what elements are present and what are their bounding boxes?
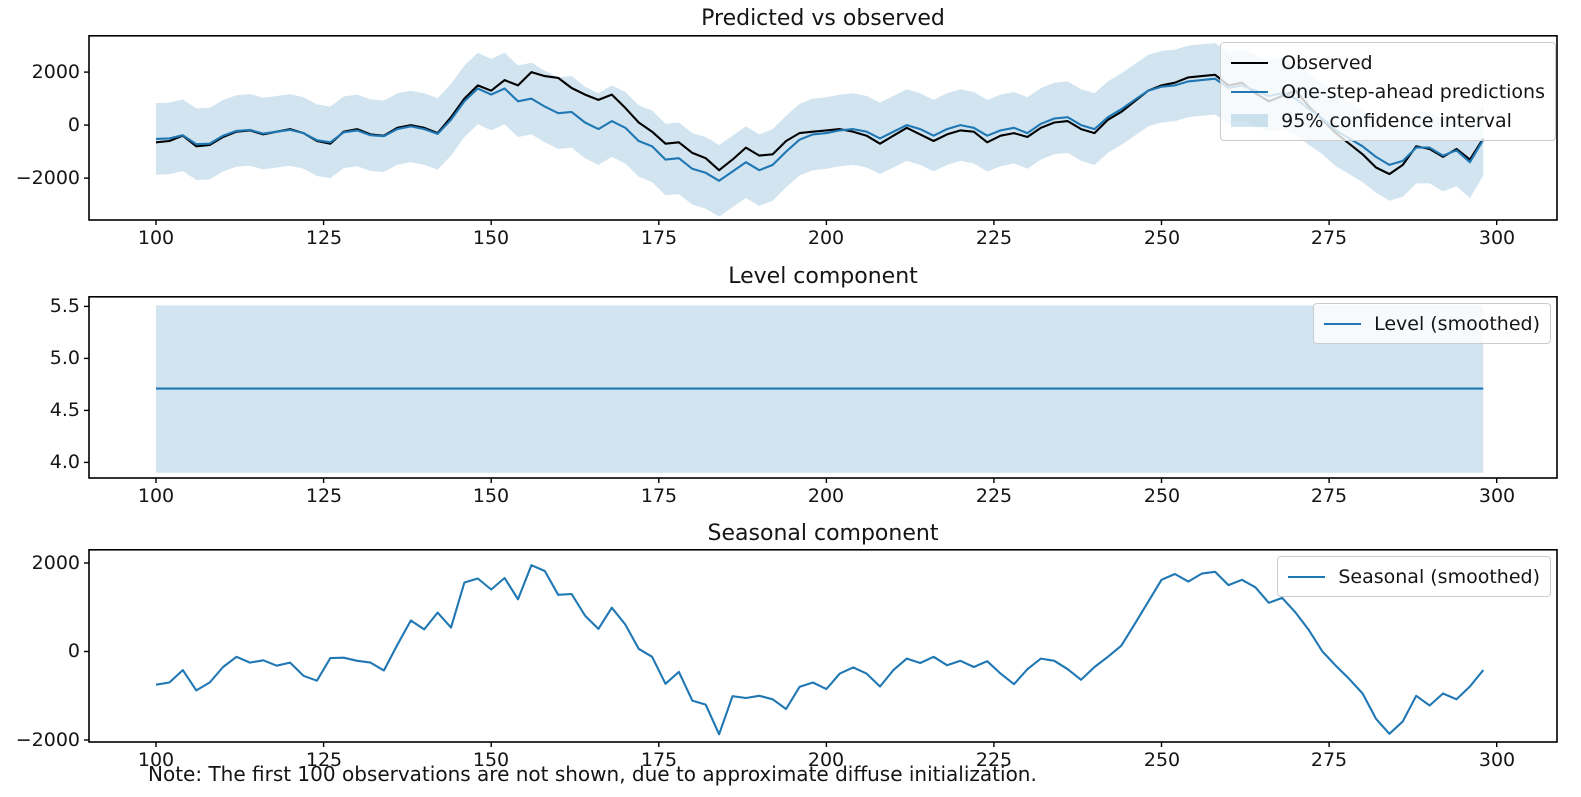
x-tick-label: 250: [1143, 749, 1181, 771]
figure-note: Note: The first 100 observations are not…: [148, 762, 1037, 786]
plot3-legend: Seasonal (smoothed): [1277, 556, 1551, 597]
y-tick-label: 0: [67, 640, 80, 662]
legend-item-level: Level (smoothed): [1324, 309, 1540, 338]
y-tick-label: 2000: [31, 61, 80, 83]
legend-item-confidence: 95% confidence interval: [1231, 106, 1545, 135]
x-tick-label: 250: [1143, 227, 1181, 249]
legend-item-predictions: One-step-ahead predictions: [1231, 77, 1545, 106]
plot2-axes: [81, 296, 1559, 489]
x-tick-label: 275: [1310, 749, 1348, 771]
plot1-title: Predicted vs observed: [701, 6, 945, 31]
legend-label-observed: Observed: [1281, 51, 1373, 74]
plot3-title: Seasonal component: [707, 521, 939, 546]
prediction-line-sample-icon: [1231, 90, 1269, 93]
y-tick-label: 5.0: [49, 347, 80, 369]
x-tick-label: 125: [305, 485, 343, 507]
x-tick-label: 225: [975, 227, 1013, 249]
x-tick-label: 300: [1478, 749, 1516, 771]
x-tick-label: 225: [975, 485, 1013, 507]
x-tick-label: 175: [640, 749, 678, 771]
confidence-band: [156, 43, 1484, 217]
seasonal-line-sample-icon: [1288, 575, 1326, 578]
x-tick-label: 200: [807, 485, 845, 507]
x-tick-label: 125: [305, 749, 343, 771]
x-tick-label: 250: [1143, 485, 1181, 507]
plot2-legend: Level (smoothed): [1313, 303, 1551, 344]
x-tick-label: 175: [640, 227, 678, 249]
legend-label-level: Level (smoothed): [1374, 312, 1540, 335]
x-tick-label: 150: [472, 227, 510, 249]
x-tick-label: 300: [1478, 227, 1516, 249]
x-tick-label: 200: [807, 227, 845, 249]
x-tick-label: 275: [1310, 485, 1348, 507]
x-tick-label: 175: [640, 485, 678, 507]
legend-label-seasonal: Seasonal (smoothed): [1338, 565, 1540, 588]
y-tick-label: 0: [67, 114, 80, 136]
y-tick-label: 4.5: [49, 399, 80, 421]
x-tick-label: 225: [975, 749, 1013, 771]
y-tick-label: −2000: [15, 167, 80, 189]
plot3-axes: [81, 549, 1559, 753]
x-tick-label: 100: [137, 749, 175, 771]
x-tick-label: 125: [305, 227, 343, 249]
x-tick-label: 100: [137, 485, 175, 507]
y-tick-label: −2000: [15, 729, 80, 751]
y-tick-label: 2000: [31, 552, 80, 574]
x-tick-label: 150: [472, 485, 510, 507]
confidence-band-sample-icon: [1231, 114, 1269, 127]
y-tick-label: 5.5: [49, 295, 80, 317]
x-tick-label: 200: [807, 749, 845, 771]
y-tick-label: 4.0: [49, 451, 80, 473]
x-tick-label: 300: [1478, 485, 1516, 507]
legend-item-observed: Observed: [1231, 48, 1545, 77]
x-tick-label: 100: [137, 227, 175, 249]
observed-line-sample-icon: [1231, 61, 1269, 64]
x-tick-label: 275: [1310, 227, 1348, 249]
plot2-title: Level component: [728, 264, 918, 289]
seasonal-line: [155, 564, 1485, 736]
plot1-legend: Observed One-step-ahead predictions 95% …: [1220, 42, 1556, 141]
level-line-sample-icon: [1324, 322, 1362, 325]
x-tick-label: 150: [472, 749, 510, 771]
legend-label-predictions: One-step-ahead predictions: [1281, 80, 1545, 103]
legend-label-confidence: 95% confidence interval: [1281, 109, 1512, 132]
legend-item-seasonal: Seasonal (smoothed): [1288, 562, 1540, 591]
